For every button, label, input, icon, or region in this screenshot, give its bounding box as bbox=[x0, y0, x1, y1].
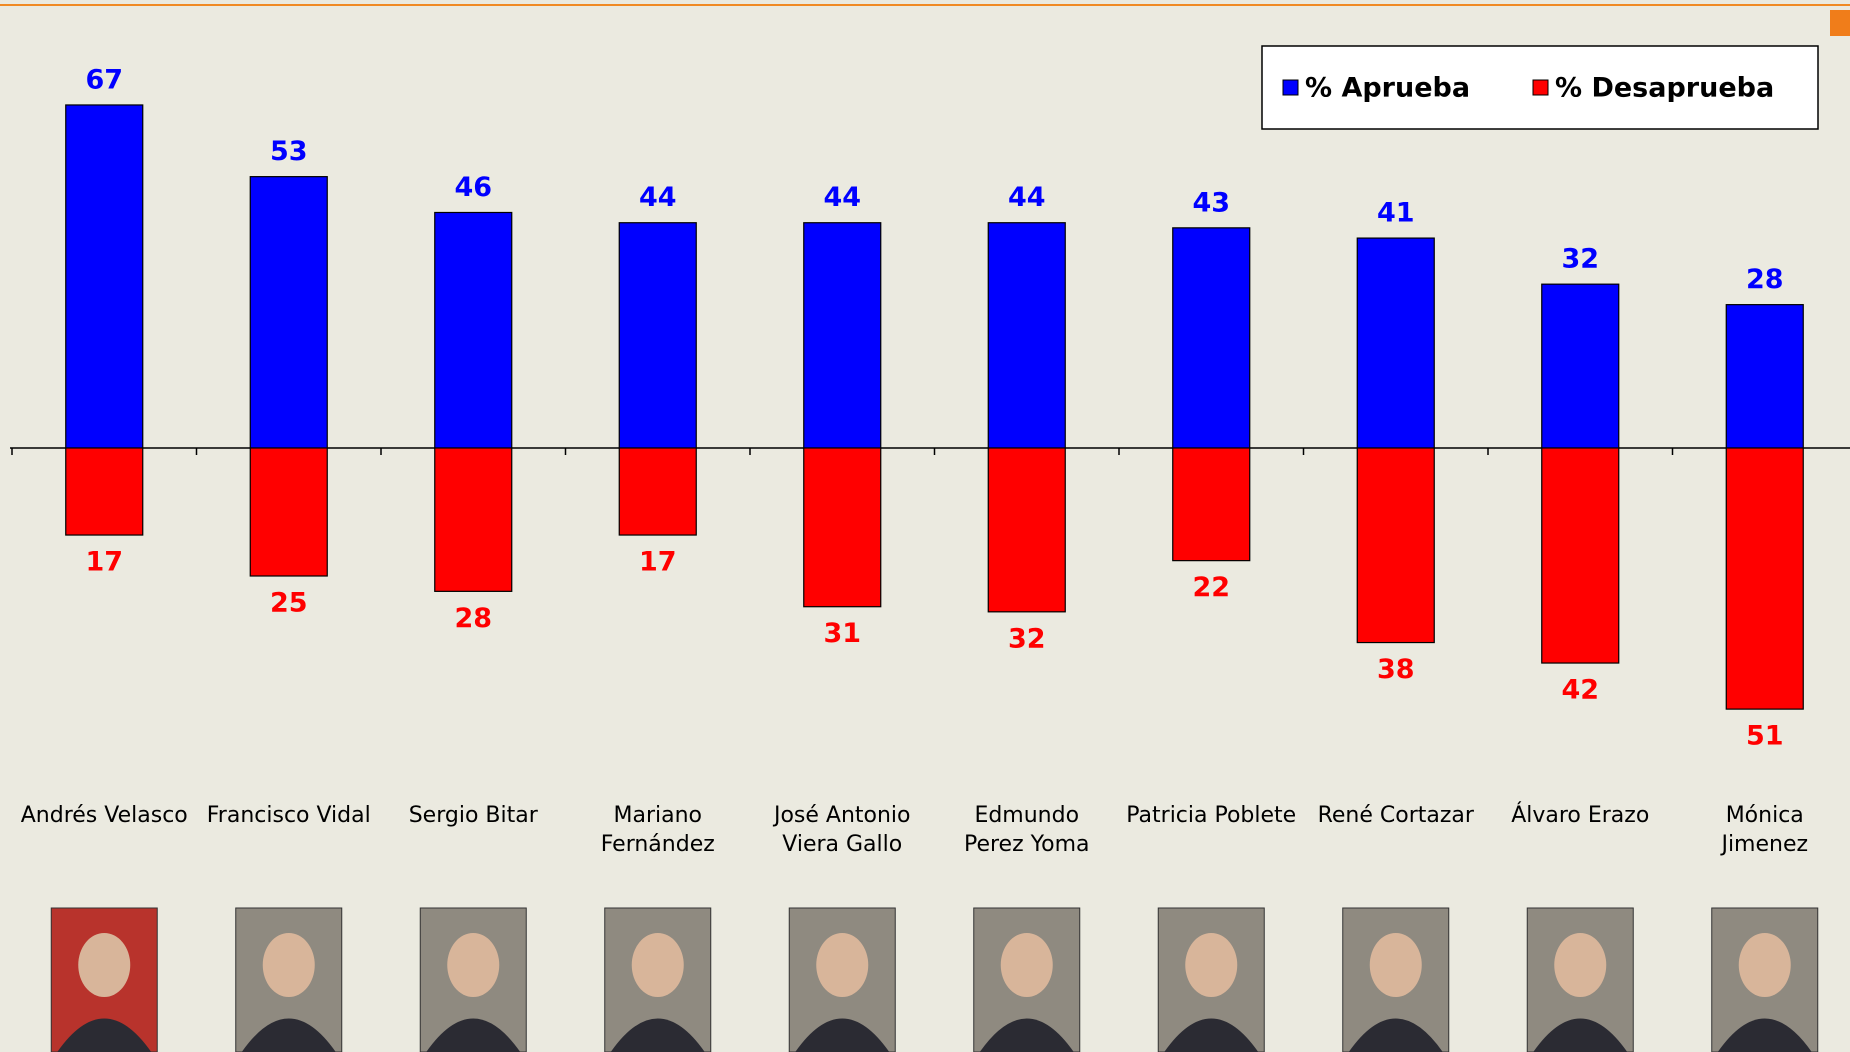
category-label: José Antonio Viera Gallo bbox=[772, 803, 911, 857]
value-label: 31 bbox=[823, 618, 861, 649]
portrait-body bbox=[241, 1018, 336, 1052]
value-label: 67 bbox=[85, 64, 123, 95]
portrait-body bbox=[979, 1018, 1074, 1052]
portrait-body bbox=[1164, 1018, 1259, 1052]
bar bbox=[803, 222, 882, 449]
legend-label: % Aprueba bbox=[1305, 73, 1470, 104]
value-label: 51 bbox=[1746, 721, 1784, 752]
bar bbox=[1172, 447, 1251, 562]
category-label: Sergio Bitar bbox=[409, 803, 539, 828]
category-label: Francisco Vidal bbox=[207, 803, 371, 828]
value-label: 43 bbox=[1192, 187, 1230, 218]
bar bbox=[1725, 304, 1804, 449]
portrait-body bbox=[1717, 1018, 1812, 1052]
value-label: 44 bbox=[639, 182, 677, 213]
category-label: Edmundo Perez Yoma bbox=[964, 803, 1090, 857]
portrait-head bbox=[631, 933, 684, 997]
value-label: 28 bbox=[454, 603, 492, 634]
portrait-body bbox=[1348, 1018, 1443, 1052]
legend-swatch bbox=[1282, 79, 1299, 96]
portrait-body bbox=[1533, 1018, 1628, 1052]
legend-label: % Desaprueba bbox=[1555, 73, 1774, 104]
slide-number-box bbox=[1830, 10, 1850, 36]
portrait-body bbox=[610, 1018, 705, 1052]
bar bbox=[803, 447, 882, 608]
category-label: Mónica Jimenez bbox=[1719, 803, 1808, 857]
bar bbox=[249, 447, 328, 577]
value-label: 32 bbox=[1561, 244, 1599, 275]
legend-swatch bbox=[1532, 79, 1549, 96]
legend: % Aprueba % Desaprueba bbox=[1261, 45, 1819, 130]
bar bbox=[249, 176, 328, 449]
category-label: Mariano Fernández bbox=[601, 803, 715, 857]
bar bbox=[1541, 283, 1620, 449]
portrait-head bbox=[447, 933, 500, 997]
category-label: Patricia Poblete bbox=[1126, 803, 1296, 828]
value-label: 42 bbox=[1561, 675, 1599, 706]
portrait-head bbox=[262, 933, 315, 997]
bar bbox=[987, 447, 1066, 613]
portrait-head bbox=[1185, 933, 1238, 997]
value-label: 46 bbox=[454, 172, 492, 203]
value-label: 32 bbox=[1008, 623, 1046, 654]
value-label: 41 bbox=[1377, 198, 1415, 229]
portrait-head bbox=[1369, 933, 1422, 997]
portrait-head bbox=[816, 933, 869, 997]
bar bbox=[1172, 227, 1251, 449]
portrait-body bbox=[795, 1018, 890, 1052]
portrait-head bbox=[1738, 933, 1791, 997]
portrait-head bbox=[78, 933, 131, 997]
portrait-body bbox=[426, 1018, 521, 1052]
bar bbox=[1541, 447, 1620, 664]
portrait-body bbox=[57, 1018, 152, 1052]
category-label: Álvaro Erazo bbox=[1511, 802, 1649, 828]
bar bbox=[65, 447, 144, 536]
portrait-head bbox=[1000, 933, 1053, 997]
value-label: 53 bbox=[270, 136, 308, 167]
bar bbox=[434, 211, 513, 449]
value-label: 28 bbox=[1746, 264, 1784, 295]
value-label: 44 bbox=[823, 182, 861, 213]
bar bbox=[1356, 237, 1435, 449]
value-label: 17 bbox=[85, 547, 123, 578]
value-label: 22 bbox=[1192, 572, 1230, 603]
bar bbox=[987, 222, 1066, 449]
category-label: Andrés Velasco bbox=[21, 803, 188, 828]
value-label: 44 bbox=[1008, 182, 1046, 213]
bar bbox=[618, 222, 697, 449]
portrait-head bbox=[1554, 933, 1607, 997]
bar bbox=[65, 104, 144, 449]
value-label: 38 bbox=[1377, 654, 1415, 685]
bar bbox=[434, 447, 513, 592]
bar bbox=[1356, 447, 1435, 644]
bar bbox=[618, 447, 697, 536]
category-label: René Cortazar bbox=[1318, 803, 1475, 828]
bar bbox=[1725, 447, 1804, 710]
value-label: 25 bbox=[270, 588, 308, 619]
value-label: 17 bbox=[639, 547, 677, 578]
